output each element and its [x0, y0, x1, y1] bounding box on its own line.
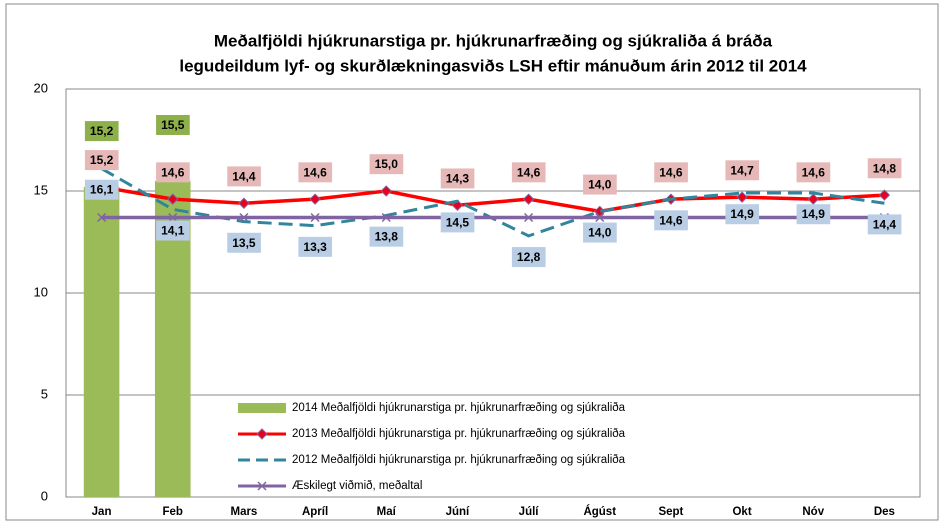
data-label: 15,0: [375, 157, 399, 171]
data-label-box: [867, 158, 902, 179]
y-tick-label: 15: [34, 182, 48, 197]
data-label: 13,3: [303, 240, 327, 254]
data-label-box: [84, 179, 119, 200]
marker: [238, 197, 250, 209]
data-label-box: [796, 162, 831, 183]
data-label-box: [369, 226, 404, 247]
x-tick-label: Des: [874, 506, 895, 518]
y-tick-label: 20: [34, 80, 48, 95]
data-label-box: [227, 232, 261, 253]
legend-label: 2013 Meðalfjöldi hjúkrunarstiga pr. hjúk…: [292, 428, 626, 440]
data-label: 16,1: [90, 183, 114, 197]
data-label: 15,2: [90, 124, 114, 138]
data-label-box: [156, 114, 190, 135]
data-label: 12,8: [517, 250, 541, 264]
data-label-box: [511, 247, 546, 268]
data-label: 14,6: [802, 165, 826, 179]
x-tick-label: Ágúst: [583, 505, 616, 518]
data-label-box: [156, 220, 190, 241]
x-tick-label: Feb: [163, 506, 183, 518]
data-label: 15,2: [90, 153, 114, 167]
data-label-box: [654, 162, 688, 183]
marker: [524, 212, 534, 223]
data-label-box: [796, 204, 831, 225]
x-tick-label: Jan: [92, 506, 112, 518]
data-label-box: [654, 210, 688, 231]
x-tick-label: Nóv: [802, 506, 824, 518]
marker: [736, 191, 748, 203]
data-label: 14,6: [303, 165, 327, 179]
y-tick-label: 0: [41, 488, 48, 503]
data-label: 14,9: [802, 207, 826, 221]
data-label-box: [369, 154, 404, 175]
marker: [239, 212, 249, 223]
data-label: 13,8: [375, 230, 399, 244]
x-tick-label: Okt: [732, 506, 751, 518]
data-label-box: [583, 222, 617, 243]
data-label: 14,7: [730, 163, 754, 177]
data-label-box: [725, 160, 760, 181]
data-label: 14,5: [446, 215, 470, 229]
x-tick-label: Sept: [658, 506, 683, 518]
marker: [380, 185, 392, 197]
data-label: 14,0: [588, 178, 612, 192]
data-label: 14,4: [873, 217, 897, 231]
marker: [257, 481, 267, 491]
marker: [310, 212, 320, 223]
marker: [168, 212, 178, 223]
marker: [167, 193, 179, 205]
marker: [878, 189, 891, 201]
marker: [522, 193, 535, 205]
data-label-box: [725, 204, 760, 225]
data-label-box: [583, 174, 617, 195]
x-tick-label: Maí: [377, 506, 397, 518]
y-tick-label: 5: [41, 386, 48, 401]
data-label: 14,9: [730, 207, 754, 221]
data-label: 14,0: [588, 226, 612, 240]
data-label-box: [511, 162, 546, 183]
x-tick-label: Júní: [446, 506, 470, 518]
x-tick-label: Júlí: [519, 506, 540, 518]
data-label-box: [156, 162, 190, 183]
chart-title: Meðalfjöldi hjúkrunarstiga pr. hjúkrunar…: [214, 31, 773, 50]
data-label: 14,4: [232, 169, 256, 183]
data-label: 15,5: [161, 118, 185, 132]
data-label-box: [440, 212, 475, 233]
data-label: 14,6: [517, 165, 541, 179]
data-label: 14,6: [659, 165, 683, 179]
marker: [595, 212, 605, 223]
bar: [83, 186, 120, 498]
legend-label: 2014 Meðalfjöldi hjúkrunarstiga pr. hjúk…: [292, 402, 626, 414]
marker: [97, 212, 107, 223]
data-label: 14,6: [161, 165, 185, 179]
data-label: 13,5: [232, 236, 256, 250]
data-label-box: [867, 214, 902, 235]
series-line: [101, 185, 885, 214]
marker: [807, 193, 819, 205]
data-label-box: [298, 236, 333, 257]
x-tick-label: Mars: [230, 506, 257, 518]
marker: [309, 193, 321, 205]
data-label: 14,8: [873, 161, 897, 175]
legend-label: 2012 Meðalfjöldi hjúkrunarstiga pr. hjúk…: [292, 454, 626, 466]
data-label-box: [440, 168, 475, 189]
marker: [256, 428, 268, 440]
legend-label: Æskilegt viðmið, meðaltal: [292, 480, 422, 492]
x-tick-label: Apríl: [302, 506, 328, 518]
y-tick-label: 10: [34, 284, 48, 299]
marker: [381, 212, 391, 223]
chart-title: legudeildum lyf- og skurðlækningasviðs L…: [179, 56, 807, 75]
data-label: 14,6: [659, 213, 683, 227]
legend-swatch: [238, 403, 286, 413]
data-label: 14,3: [446, 171, 470, 185]
data-label-box: [84, 150, 119, 171]
data-label-box: [298, 162, 333, 183]
data-label: 14,1: [161, 224, 185, 238]
data-label-box: [84, 121, 119, 142]
data-label-box: [227, 166, 261, 187]
